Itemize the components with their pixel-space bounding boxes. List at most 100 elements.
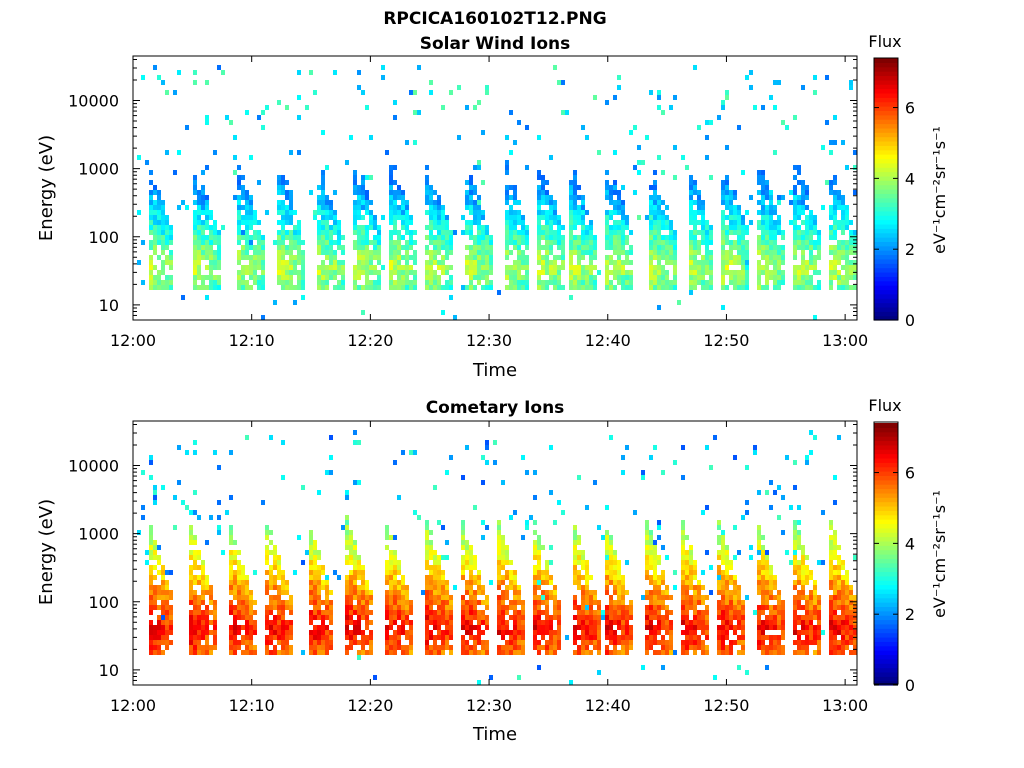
heatmap-cell [333,275,337,280]
heatmap-cell [405,630,409,635]
heatmap-cell [837,275,841,280]
heatmap-cell [321,635,325,640]
heatmap-cell [245,110,249,115]
heatmap-cell [485,245,489,250]
heatmap-cell [525,470,529,475]
heatmap-cell [433,260,437,265]
heatmap-cell [561,250,565,255]
heatmap-cell [353,570,357,575]
heatmap-cell [245,245,249,250]
heatmap-cell [725,590,729,595]
heatmap-cell [569,245,573,250]
heatmap-cell [365,610,369,615]
heatmap-cell [357,225,361,230]
colorbar-step [874,193,898,199]
heatmap-cell [833,245,837,250]
heatmap-cell [425,285,429,290]
heatmap-cell [281,245,285,250]
heatmap-cell [477,625,481,630]
heatmap-cell [465,565,469,570]
heatmap-cell [705,550,709,555]
heatmap-cell [325,645,329,650]
heatmap-cell [153,65,157,70]
heatmap-cell [557,215,561,220]
heatmap-cell [561,235,565,240]
heatmap-cell [833,600,837,605]
heatmap-cell [649,185,653,190]
heatmap-cell [397,190,401,195]
heatmap-cell [257,220,261,225]
heatmap-cell [585,265,589,270]
heatmap-cell [149,550,153,555]
heatmap-cell [581,590,585,595]
heatmap-cell [293,270,297,275]
heatmap-cell [181,500,185,505]
heatmap-cell [193,560,197,565]
heatmap-cell [505,240,509,245]
heatmap-cell [521,265,525,270]
y-axis-label: Energy (eV) [36,499,57,605]
colorbar-step [874,554,898,559]
heatmap-cell [741,615,745,620]
heatmap-cell [817,615,821,620]
heatmap-cell [465,285,469,290]
heatmap-cell [753,450,757,455]
heatmap-cell [697,195,701,200]
heatmap-cell [653,230,657,235]
colorbar-step [874,175,898,181]
heatmap-cell [725,600,729,605]
heatmap-cell [837,580,841,585]
heatmap-cell [557,645,561,650]
heatmap-cell [505,610,509,615]
heatmap-cell [253,265,257,270]
heatmap-cell [853,285,857,290]
heatmap-cell [705,225,709,230]
colorbar-label: Flux [868,32,901,51]
heatmap-cell [273,645,277,650]
heatmap-cell [461,215,465,220]
heatmap-cell [161,590,165,595]
heatmap-cell [785,550,789,555]
heatmap-cell [665,590,669,595]
heatmap-cell [429,600,433,605]
heatmap-cell [453,230,457,235]
heatmap-cell [201,250,205,255]
heatmap-cell [809,285,813,290]
heatmap-cell [801,235,805,240]
heatmap-cell [285,230,289,235]
heatmap-cell [429,190,433,195]
heatmap-cell [481,215,485,220]
heatmap-cell [813,315,817,320]
heatmap-cell [801,270,805,275]
heatmap-cell [361,600,365,605]
heatmap-cell [685,610,689,615]
heatmap-cell [473,650,477,655]
heatmap-cell [661,280,665,285]
heatmap-cell [205,590,209,595]
heatmap-cell [725,200,729,205]
x-tick-label: 12:30 [466,696,512,715]
heatmap-cell [689,585,693,590]
heatmap-cell [465,205,469,210]
heatmap-cell [237,210,241,215]
heatmap-cell [581,575,585,580]
heatmap-cell [365,580,369,585]
heatmap-cell [805,285,809,290]
heatmap-cell [781,615,785,620]
colorbar-step [874,510,898,516]
heatmap-cell [585,240,589,245]
heatmap-cell [801,180,805,185]
heatmap-cell [693,600,697,605]
heatmap-cell [757,550,761,555]
heatmap-cell [489,260,493,265]
heatmap-cell [681,535,685,540]
heatmap-cell [193,600,197,605]
heatmap-cell [193,240,197,245]
heatmap-cell [353,185,357,190]
heatmap-cell [669,650,673,655]
heatmap-cell [773,225,777,230]
heatmap-cell [841,205,845,210]
heatmap-cell [649,595,653,600]
heatmap-cell [521,280,525,285]
heatmap-cell [197,275,201,280]
